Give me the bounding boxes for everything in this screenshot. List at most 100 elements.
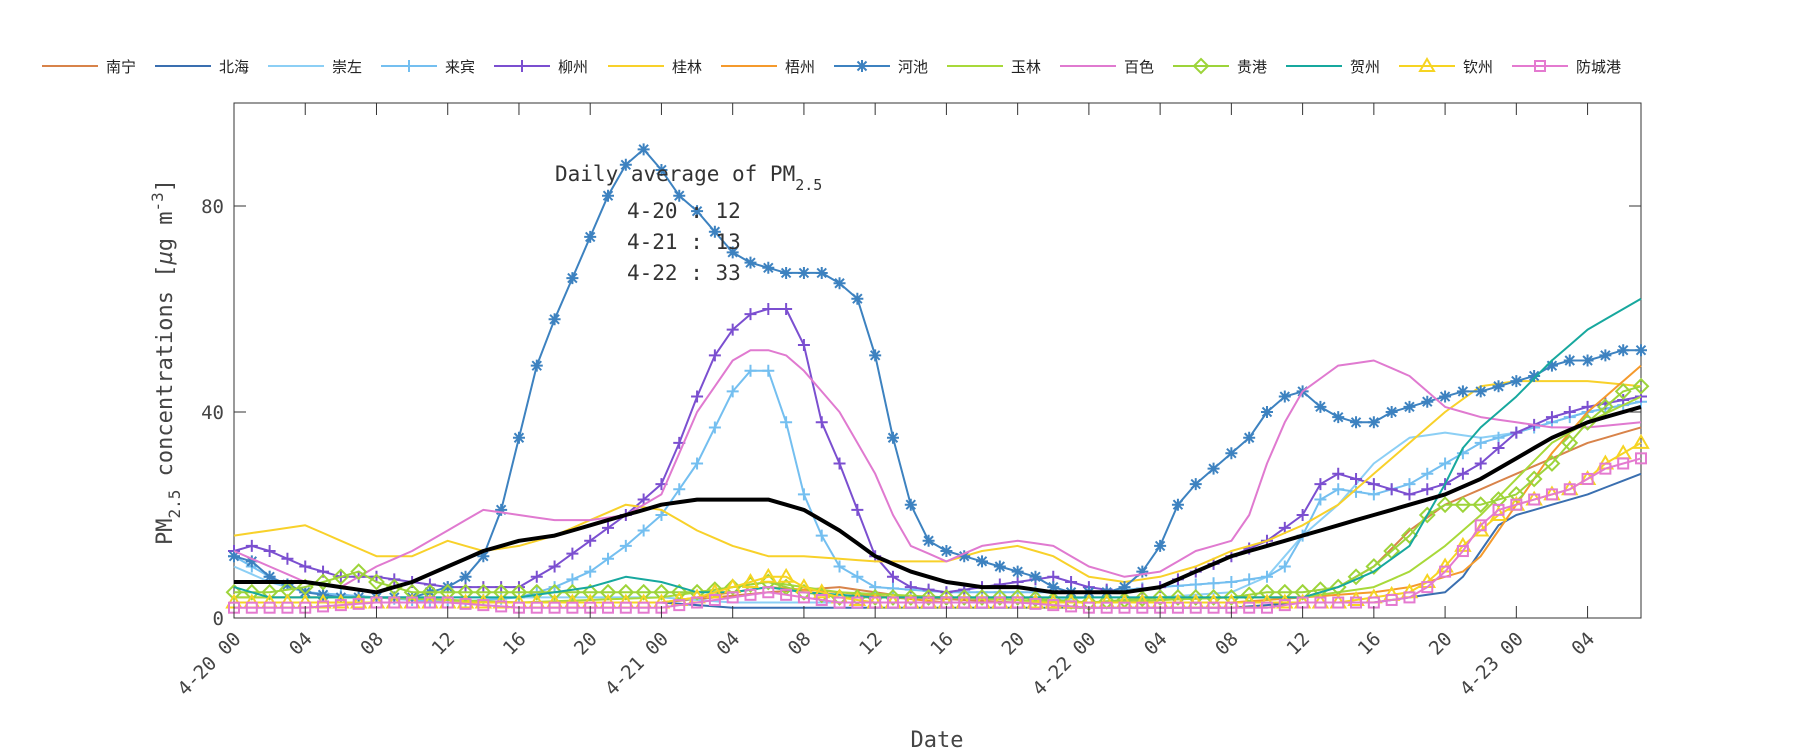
y-tick-label: 0 (213, 608, 224, 630)
x-tick-label: 20 (570, 628, 602, 660)
y-tick-label: 80 (201, 196, 224, 218)
data-point (833, 277, 846, 290)
data-point (691, 596, 704, 609)
data-point (456, 593, 475, 609)
data-point (441, 581, 454, 594)
data-point (1367, 478, 1380, 491)
data-point (759, 567, 778, 583)
data-point (352, 597, 365, 610)
data-point (566, 272, 579, 285)
legend-label: 梧州 (785, 58, 815, 76)
data-point (349, 593, 368, 609)
data-point (477, 581, 490, 594)
data-point (619, 158, 632, 171)
series-line-崇左 (233, 400, 1642, 604)
data-point (653, 583, 670, 601)
data-point (833, 457, 846, 470)
data-point (815, 529, 828, 542)
data-point (1189, 578, 1202, 591)
data-point (1332, 483, 1345, 496)
legend-label: 南宁 (106, 58, 136, 76)
data-point (1027, 590, 1044, 608)
data-point (602, 189, 615, 202)
data-point (1365, 558, 1383, 575)
data-point (708, 349, 721, 362)
annotation-line-1: 4-20 : 12 (627, 199, 741, 223)
data-point (726, 385, 739, 398)
data-point (1635, 452, 1647, 465)
x-tick-label: 04 (1140, 628, 1172, 660)
x-tick-label: 20 (1425, 628, 1457, 660)
data-point (477, 599, 490, 612)
legend-item-北海: 北海 (155, 58, 249, 76)
legend-label: 玉林 (1011, 58, 1041, 76)
data-point (1617, 393, 1630, 406)
data-point (566, 547, 579, 560)
data-point (1474, 457, 1487, 470)
data-point (1278, 521, 1291, 534)
x-tick-label: 04 (1567, 628, 1599, 660)
legend-label: 防城港 (1576, 58, 1621, 76)
data-point (851, 292, 864, 305)
data-point (263, 545, 276, 558)
x-tick-label: 4-21 00 (601, 628, 673, 700)
data-point (744, 256, 757, 269)
data-point (976, 596, 989, 609)
legend-label: 崇左 (332, 58, 362, 76)
data-point (637, 601, 650, 614)
legend-label: 河池 (898, 58, 928, 76)
data-point (1222, 588, 1240, 606)
data-point (833, 560, 846, 573)
data-point (1278, 390, 1291, 403)
legend-item-崇左: 崇左 (268, 58, 362, 76)
data-point (619, 601, 632, 614)
data-point (1492, 442, 1505, 455)
data-point (1029, 570, 1042, 583)
x-tick-label: 20 (997, 628, 1029, 660)
data-point (1510, 498, 1523, 511)
legend-label: 贺州 (1350, 58, 1380, 76)
data-point (530, 570, 543, 583)
data-point (708, 593, 721, 606)
data-point (1260, 406, 1273, 418)
data-point (886, 596, 899, 609)
data-point (904, 596, 917, 609)
data-point (1563, 354, 1576, 367)
data-point (1029, 597, 1042, 610)
data-point (1401, 527, 1418, 545)
data-point (635, 583, 653, 601)
data-point (886, 570, 899, 583)
x-tick-label: 08 (784, 628, 816, 660)
data-point (1403, 591, 1416, 604)
data-point (495, 581, 508, 594)
data-point (368, 573, 385, 591)
legend-item-河池: 河池 (834, 58, 928, 76)
data-point (1207, 601, 1220, 614)
data-point (1100, 601, 1113, 614)
y-tick-label: 40 (201, 402, 224, 424)
data-point (884, 588, 902, 606)
data-point (406, 596, 419, 609)
data-point (762, 303, 775, 315)
data-point (780, 588, 793, 601)
annotation-line-2: 4-21 : 13 (627, 230, 741, 254)
data-point (1294, 583, 1312, 601)
legend-marker (1418, 57, 1436, 72)
data-point (1332, 596, 1345, 609)
data-point (708, 225, 721, 238)
data-point (1314, 400, 1327, 413)
series-line-桂林 (233, 380, 1642, 583)
data-point (922, 596, 935, 609)
series-崇左 (233, 400, 1642, 604)
data-point (1347, 568, 1365, 586)
data-point (619, 539, 632, 552)
data-point (1510, 426, 1523, 439)
data-point (797, 339, 810, 352)
data-point (1133, 590, 1151, 608)
data-point (744, 588, 757, 601)
data-point (691, 205, 704, 218)
data-point (566, 601, 579, 614)
data-point (334, 599, 347, 612)
data-point (548, 581, 561, 594)
series-百色 (233, 349, 1642, 589)
